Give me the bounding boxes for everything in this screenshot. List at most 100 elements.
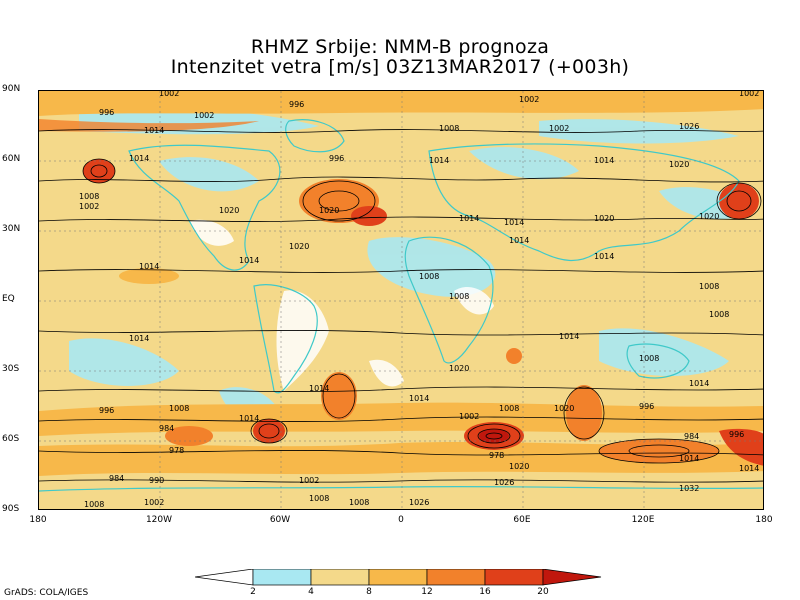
graticule: [39, 91, 763, 509]
isobar-label: 996: [329, 154, 344, 163]
isobar-label: 1008: [79, 192, 99, 201]
isobar-label: 1002: [519, 95, 539, 104]
isobar-label: 1020: [699, 212, 719, 221]
isobar-label: 1020: [219, 206, 239, 215]
isobar-label: 1014: [689, 379, 709, 388]
isobar-label: 990: [149, 476, 164, 485]
isobar-label: 1020: [449, 364, 469, 373]
isobar-label: 1002: [194, 111, 214, 120]
colorbar-segment: [484, 568, 544, 586]
isobar-label: 1008: [449, 292, 469, 301]
map-panel: 1002 996 1002 1002 996 1002 1014 1008 1002 1026 10…: [38, 90, 764, 510]
isobar-label: 996: [99, 108, 114, 117]
isobar-label: 1008: [709, 310, 729, 319]
isobar-label: 978: [169, 446, 184, 455]
isobar-label: 1026: [409, 498, 429, 507]
isobar-label: 1014: [409, 394, 429, 403]
isobar-label: 1014: [459, 214, 479, 223]
longitude-label: 0: [398, 515, 404, 525]
isobar-label: 1008: [639, 354, 659, 363]
isobar-label: 1008: [439, 124, 459, 133]
colorbar-tick-label: 12: [421, 587, 433, 597]
colorbar: 2 4 8 12 16 20: [194, 568, 605, 599]
colorbar-swatches: [194, 568, 602, 586]
isobar-label: 1014: [594, 252, 614, 261]
isobar-label: 1002: [739, 91, 759, 98]
isobar-label: 1008: [84, 500, 104, 509]
isobar-label: 1020: [319, 206, 339, 215]
isobar-label: 1014: [504, 218, 524, 227]
credit-text: GrADS: COLA/IGES: [4, 588, 89, 598]
isobar-label: 1014: [129, 154, 149, 163]
colorbar-segment: [542, 568, 602, 586]
isobar-label: 1026: [679, 122, 699, 131]
colorbar-tick-label: 2: [250, 587, 256, 597]
light-wind-areas: [69, 106, 754, 420]
isobar-label: 1002: [159, 91, 179, 98]
isobar-label: 1008: [309, 494, 329, 503]
colorbar-tick-label: 8: [366, 587, 372, 597]
colorbar-tick-label: 4: [308, 587, 314, 597]
latitude-label: 90S: [2, 504, 20, 514]
isobar-label: 1014: [309, 384, 329, 393]
isobar-label: 1020: [289, 242, 309, 251]
isobar-label: 1002: [549, 124, 569, 133]
latitude-label: 60N: [2, 154, 21, 164]
isobar-label: 1020: [669, 160, 689, 169]
isobar-label: 1014: [239, 256, 259, 265]
longitude-label: 180: [29, 515, 47, 525]
isobar-label: 1008: [499, 404, 519, 413]
isobar-label: 1014: [509, 236, 529, 245]
isobar-label: 1014: [139, 262, 159, 271]
isobar-label: 1014: [429, 156, 449, 165]
colorbar-tick-label: 16: [479, 587, 491, 597]
isobar-label: 978: [489, 451, 504, 460]
longitude-label: 180: [755, 515, 773, 525]
map-subtitle: Intenzitet vetra [m/s] 03Z13MAR2017 (+00…: [170, 56, 630, 78]
longitude-label: 60W: [269, 515, 291, 525]
latitude-label: 60S: [2, 434, 20, 444]
isobar-label: 1008: [419, 272, 439, 281]
isobar-label: 1020: [554, 404, 574, 413]
isobar-label: 1014: [144, 126, 164, 135]
isobar-label: 984: [159, 424, 174, 433]
isobar-label: 996: [99, 406, 114, 415]
isobar-label: 1002: [459, 412, 479, 421]
longitude-label: 120W: [145, 515, 173, 525]
map-title: RHMZ Srbije: NMM-B prognoza: [250, 36, 550, 58]
isobar-label: 996: [729, 430, 744, 439]
colorbar-segment: [194, 568, 254, 586]
isobar-label: 1008: [699, 282, 719, 291]
isobar-label: 1020: [594, 214, 614, 223]
colorbar-segment: [368, 568, 428, 586]
isobar-label: 984: [684, 432, 699, 441]
strong-wind-areas: [39, 91, 763, 476]
colorbar-tick-label: 20: [537, 587, 549, 597]
latitude-label: 30N: [2, 224, 21, 234]
longitude-label: 60E: [513, 515, 531, 525]
isobar-label: 1002: [79, 202, 99, 211]
isobar-label: 996: [289, 100, 304, 109]
calm-areas: [189, 219, 494, 391]
isobar-label: 1032: [679, 484, 699, 493]
isobar-label: 1014: [679, 454, 699, 463]
isobar-label: 1020: [509, 462, 529, 471]
isobar-label: 1014: [239, 414, 259, 423]
isobar-label: 1014: [129, 334, 149, 343]
colorbar-segment: [426, 568, 486, 586]
colorbar-segment: [310, 568, 370, 586]
isobar-label: 1026: [494, 478, 514, 487]
longitude-label: 120E: [631, 515, 655, 525]
isobar-label: 1002: [299, 476, 319, 485]
isobars: [39, 129, 763, 483]
isobar-label: 996: [639, 402, 654, 411]
colorbar-segment: [252, 568, 312, 586]
latitude-label: 90N: [2, 84, 21, 94]
latitude-label: EQ: [2, 294, 15, 304]
isobar-label: 1002: [144, 498, 164, 507]
isobar-label: 984: [109, 474, 124, 483]
isobar-label: 1014: [559, 332, 579, 341]
isobar-label: 1008: [169, 404, 189, 413]
